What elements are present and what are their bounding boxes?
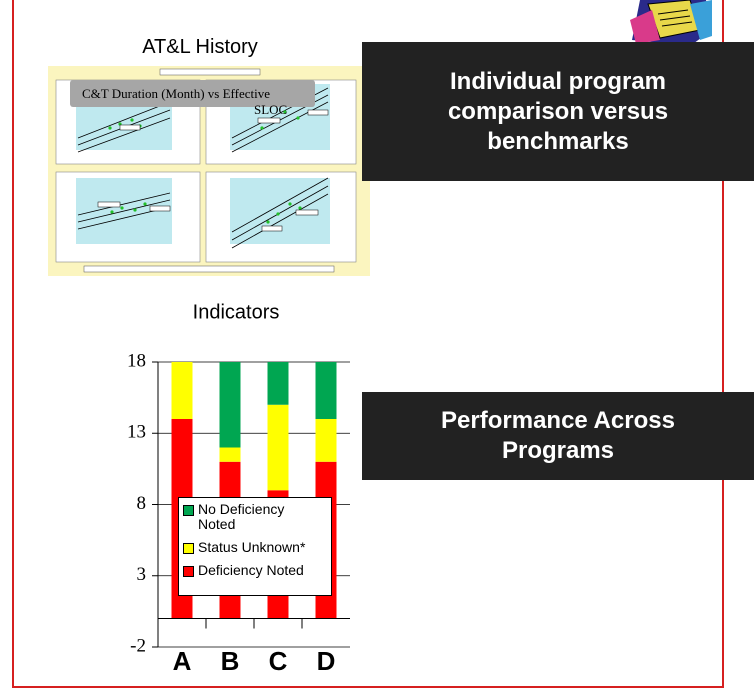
x-tick-label: A bbox=[173, 646, 192, 676]
bar-segment bbox=[268, 405, 289, 491]
legend-item: Status Unknown* bbox=[183, 540, 327, 555]
bar-segment bbox=[172, 362, 193, 419]
bar-segment bbox=[268, 362, 289, 405]
y-tick-label: 13 bbox=[127, 422, 146, 443]
chart-title: Indicators bbox=[193, 301, 280, 323]
legend-item: No Deficiency Noted bbox=[183, 502, 327, 532]
bar-segment bbox=[220, 448, 241, 462]
x-tick-label: C bbox=[269, 646, 288, 676]
y-tick-label: 3 bbox=[137, 564, 147, 585]
y-tick-label: 18 bbox=[127, 350, 146, 371]
bar-segment bbox=[316, 362, 337, 419]
legend-label: Deficiency Noted bbox=[198, 563, 318, 578]
bar-segment bbox=[220, 362, 241, 448]
legend-item: Deficiency Noted bbox=[183, 563, 327, 578]
y-tick-label: -2 bbox=[130, 635, 146, 656]
legend-label: No Deficiency Noted bbox=[198, 502, 318, 532]
x-tick-label: D bbox=[317, 646, 336, 676]
slide: {"history_title": "AT&L History", "thumb… bbox=[0, 0, 754, 692]
chart: Indicators 18 13 8 3 -2 ABCD bbox=[0, 0, 754, 692]
bar-segment bbox=[316, 419, 337, 462]
legend-label: Status Unknown* bbox=[198, 540, 318, 555]
x-tick-label: B bbox=[221, 646, 240, 676]
legend: No Deficiency Noted Status Unknown* Defici… bbox=[178, 497, 332, 596]
y-tick-label: 8 bbox=[137, 493, 147, 514]
legend-swatch bbox=[183, 543, 194, 554]
legend-swatch bbox=[183, 505, 194, 516]
legend-swatch bbox=[183, 566, 194, 577]
